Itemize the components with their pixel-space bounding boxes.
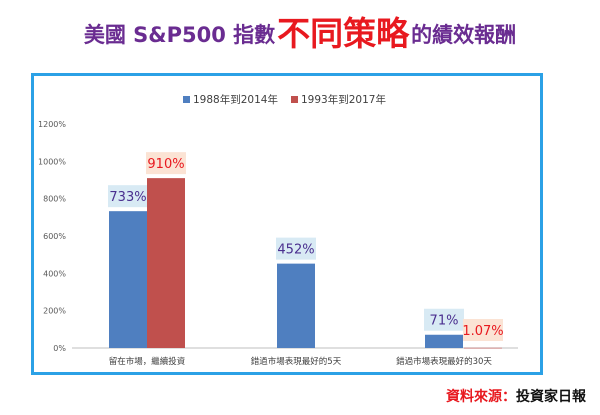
bar — [147, 178, 185, 348]
data-label: 71% — [430, 314, 459, 329]
legend-swatch — [183, 96, 190, 103]
bar — [277, 263, 315, 348]
data-label: 1.07% — [462, 324, 503, 339]
y-tick-label: 400% — [43, 269, 66, 278]
title-highlight: 不同策略 — [277, 14, 410, 53]
y-tick-label: 0% — [53, 344, 66, 353]
category-label: 錯過市場表現最好的30天 — [396, 356, 492, 367]
bar — [425, 334, 463, 348]
data-label-bg — [108, 185, 148, 208]
y-tick-label: 600% — [43, 232, 66, 241]
bar — [464, 347, 502, 349]
title-prefix: 美國 S&P500 指數 — [83, 23, 276, 47]
legend-label: 1988年到2014年 — [193, 93, 278, 106]
title-suffix: 的績效報酬 — [411, 23, 517, 47]
data-label-bg — [276, 237, 316, 260]
category-label: 錯過市場表現最好的5天 — [251, 356, 342, 367]
data-label-bg — [146, 152, 186, 175]
y-tick-label: 1000% — [38, 157, 66, 166]
data-label: 733% — [109, 190, 146, 205]
chart-title: 美國 S&P500 指數不同策略的績效報酬 — [0, 14, 600, 55]
y-tick-label: 200% — [43, 307, 66, 316]
source-label: 資料來源： — [446, 389, 516, 405]
legend-label: 1993年到2017年 — [301, 93, 386, 106]
category-label: 留在市場，繼續投資 — [109, 356, 186, 367]
source-value: 投資家日報 — [516, 389, 586, 405]
y-tick-label: 1200% — [38, 120, 66, 129]
bar — [109, 211, 147, 348]
data-label: 910% — [147, 157, 184, 172]
source-note: 資料來源：投資家日報 — [446, 386, 586, 406]
legend-swatch — [291, 96, 298, 103]
data-label: 452% — [277, 243, 314, 258]
data-label-bg — [463, 319, 503, 341]
y-tick-label: 800% — [43, 195, 66, 204]
data-label-bg — [424, 308, 464, 331]
